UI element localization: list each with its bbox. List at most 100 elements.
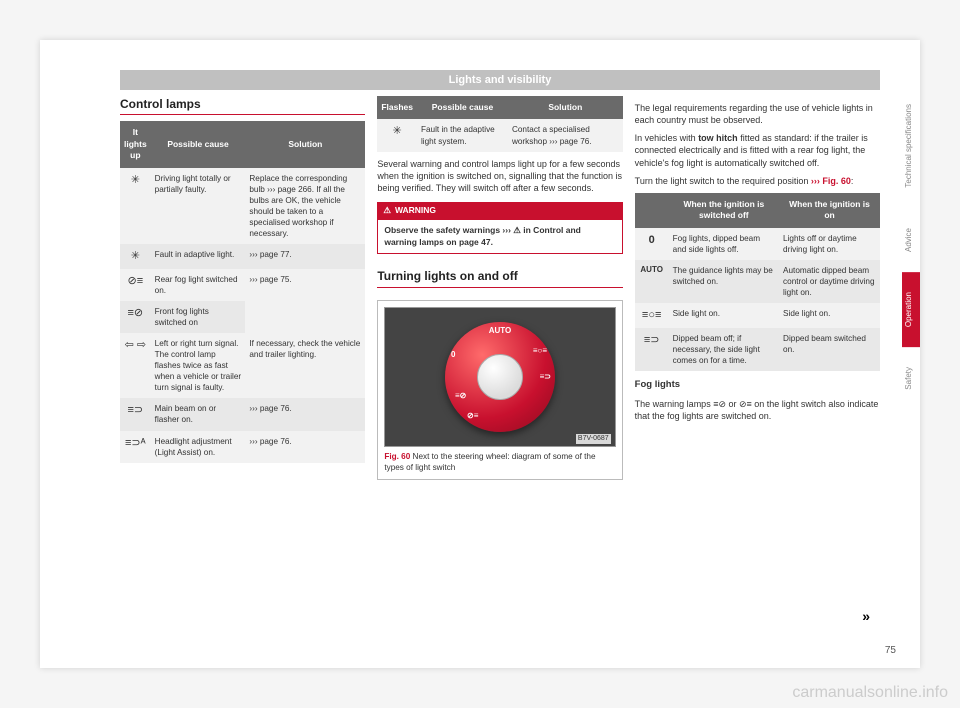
main-beam-icon: ≡⊃ [120,398,151,430]
tab-operation[interactable]: Operation [902,272,920,347]
off-cell: Fog lights, dipped beam and side lights … [669,228,779,260]
dial-auto-label: AUTO [489,326,512,337]
dial-knob [477,354,523,400]
table-row: ✳ Driving light totally or partially fau… [120,168,365,244]
figure-number: Fig. 60 [384,452,410,461]
table-row: ⇦ ⇨ Left or right turn signal. The contr… [120,333,365,398]
table-row: ✳ Fault in the adaptive light system. Co… [377,119,622,151]
th-solution: Solution [508,96,623,119]
watermark: carmanualsonline.info [792,684,948,702]
zero-position-icon: 0 [635,228,669,260]
th-ignition-on: When the ignition is on [779,193,880,228]
cause-cell: Headlight adjustment (Light Assist) on. [151,431,246,463]
section-header: Lights and visibility [120,70,880,90]
warning-text: Observe the safety warnings ››› ⚠ in Con… [384,225,581,246]
bulb-icon: ✳ [120,168,151,244]
switch-positions-table: When the ignition is switched off When t… [635,193,880,371]
solution-cell: ››› page 76. [245,431,365,463]
cause-cell: Left or right turn signal. The control l… [151,333,246,398]
body-text: The legal requirements regarding the use… [635,102,880,126]
rotary-dial: AUTO 0 ≡○≡ ≡⊃ ≡⊘ ⊘≡ [445,322,555,432]
bold-text: tow hitch [698,133,738,143]
bulb-icon: ✳ [120,244,151,269]
figure-caption-text: Next to the steering wheel: diagram of s… [384,452,595,472]
on-cell: Lights off or daytime driving light on. [779,228,880,260]
control-lamps-table: It lights up Possible cause Solution ✳ D… [120,121,365,462]
on-cell: Dipped beam switched on. [779,328,880,371]
dial-zero-label: 0 [451,350,455,361]
bulb-icon: ✳ [377,119,417,151]
body-text: The warning lamps ≡⊘ or ⊘≡ on the light … [635,398,880,422]
th-cause: Possible cause [417,96,508,119]
text-span: In vehicles with [635,133,699,143]
light-assist-icon: ≡⊃ᴬ [120,431,151,463]
column-2: Flashes Possible cause Solution ✳ Fault … [377,96,622,656]
image-code: B7V-0687 [576,434,611,443]
light-switch-diagram: AUTO 0 ≡○≡ ≡⊃ ≡⊘ ⊘≡ B7V-0687 [384,307,615,447]
cause-cell: Fault in the adaptive light system. [417,119,508,151]
figure-reference: ››› Fig. 60 [811,176,851,186]
warning-label: WARNING [395,205,436,216]
solution-cell: Replace the corresponding bulb ››› page … [245,168,365,244]
text-span: : [851,176,854,186]
body-text: In vehicles with tow hitch fitted as sta… [635,132,880,168]
table-row: ≡⊃ Dipped beam off; if necessary, the si… [635,328,880,371]
front-fog-icon: ≡⊘ [455,391,466,402]
body-text: Several warning and control lamps light … [377,158,622,194]
warning-body: Observe the safety warnings ››› ⚠ in Con… [377,219,622,254]
cause-cell: Front fog lights switched on [151,301,246,333]
solution-cell: ››› page 77. [245,244,365,269]
figure-box: AUTO 0 ≡○≡ ≡⊃ ≡⊘ ⊘≡ B7V-0687 Fig. 60 Nex… [377,300,622,480]
solution-cell: ››› page 76. [245,398,365,430]
dipped-beam-icon: ≡⊃ [540,372,551,383]
tab-advice[interactable]: Advice [902,208,920,272]
table-row: ≡⊃ᴬ Headlight adjustment (Light Assist) … [120,431,365,463]
th-ignition-off: When the ignition is switched off [669,193,779,228]
solution-cell: ››› page 75. [245,269,365,333]
page-number: 75 [885,645,896,656]
table-row: AUTO The guidance lights may be switched… [635,260,880,303]
side-navigation-tabs: Technical specifications Advice Operatio… [902,84,920,409]
turning-lights-heading: Turning lights on and off [377,268,622,287]
figure-caption: Fig. 60 Next to the steering wheel: diag… [384,451,615,473]
off-cell: Dipped beam off; if necessary, the side … [669,328,779,371]
content-columns: Control lamps It lights up Possible caus… [120,96,880,656]
auto-position-icon: AUTO [635,260,669,303]
table-row: ≡○≡ Side light on. Side light on. [635,303,880,328]
warning-triangle-icon: ⚠ [383,205,391,216]
solution-cell: Contact a specialised workshop ››› page … [508,119,623,151]
fog-lights-subhead: Fog lights [635,379,880,392]
manual-page: Lights and visibility Control lamps It l… [40,40,920,668]
th-cause: Possible cause [151,121,246,167]
th-icon [635,193,669,228]
flashes-table: Flashes Possible cause Solution ✳ Fault … [377,96,622,152]
control-lamps-heading: Control lamps [120,96,365,115]
table-row: ✳ Fault in adaptive light. ››› page 77. [120,244,365,269]
table-row: ⊘≡ Rear fog light switched on. ››› page … [120,269,365,301]
rear-fog-icon: ⊘≡ [120,269,151,301]
cause-cell: Main beam on or flasher on. [151,398,246,430]
th-flashes: Flashes [377,96,417,119]
rear-fog-icon: ⊘≡ [467,411,478,422]
th-solution: Solution [245,121,365,167]
cause-cell: Rear fog light switched on. [151,269,246,301]
tab-safety[interactable]: Safety [902,347,920,410]
text-span: Turn the light switch to the required po… [635,176,811,186]
continue-arrows-icon: » [862,608,870,624]
warning-header: ⚠ WARNING [377,202,622,219]
turn-signal-icon: ⇦ ⇨ [120,333,151,398]
dipped-beam-icon: ≡⊃ [635,328,669,371]
table-row: 0 Fog lights, dipped beam and side light… [635,228,880,260]
th-lights-up: It lights up [120,121,151,167]
off-cell: The guidance lights may be switched on. [669,260,779,303]
front-fog-icon: ≡⊘ [120,301,151,333]
on-cell: Automatic dipped beam control or daytime… [779,260,880,303]
side-light-icon: ≡○≡ [635,303,669,328]
cause-cell: Fault in adaptive light. [151,244,246,269]
on-cell: Side light on. [779,303,880,328]
column-3: The legal requirements regarding the use… [635,96,880,656]
solution-cell: If necessary, check the vehicle and trai… [245,333,365,398]
column-1: Control lamps It lights up Possible caus… [120,96,365,656]
table-row: ≡⊃ Main beam on or flasher on. ››› page … [120,398,365,430]
tab-technical-specs[interactable]: Technical specifications [902,84,920,208]
